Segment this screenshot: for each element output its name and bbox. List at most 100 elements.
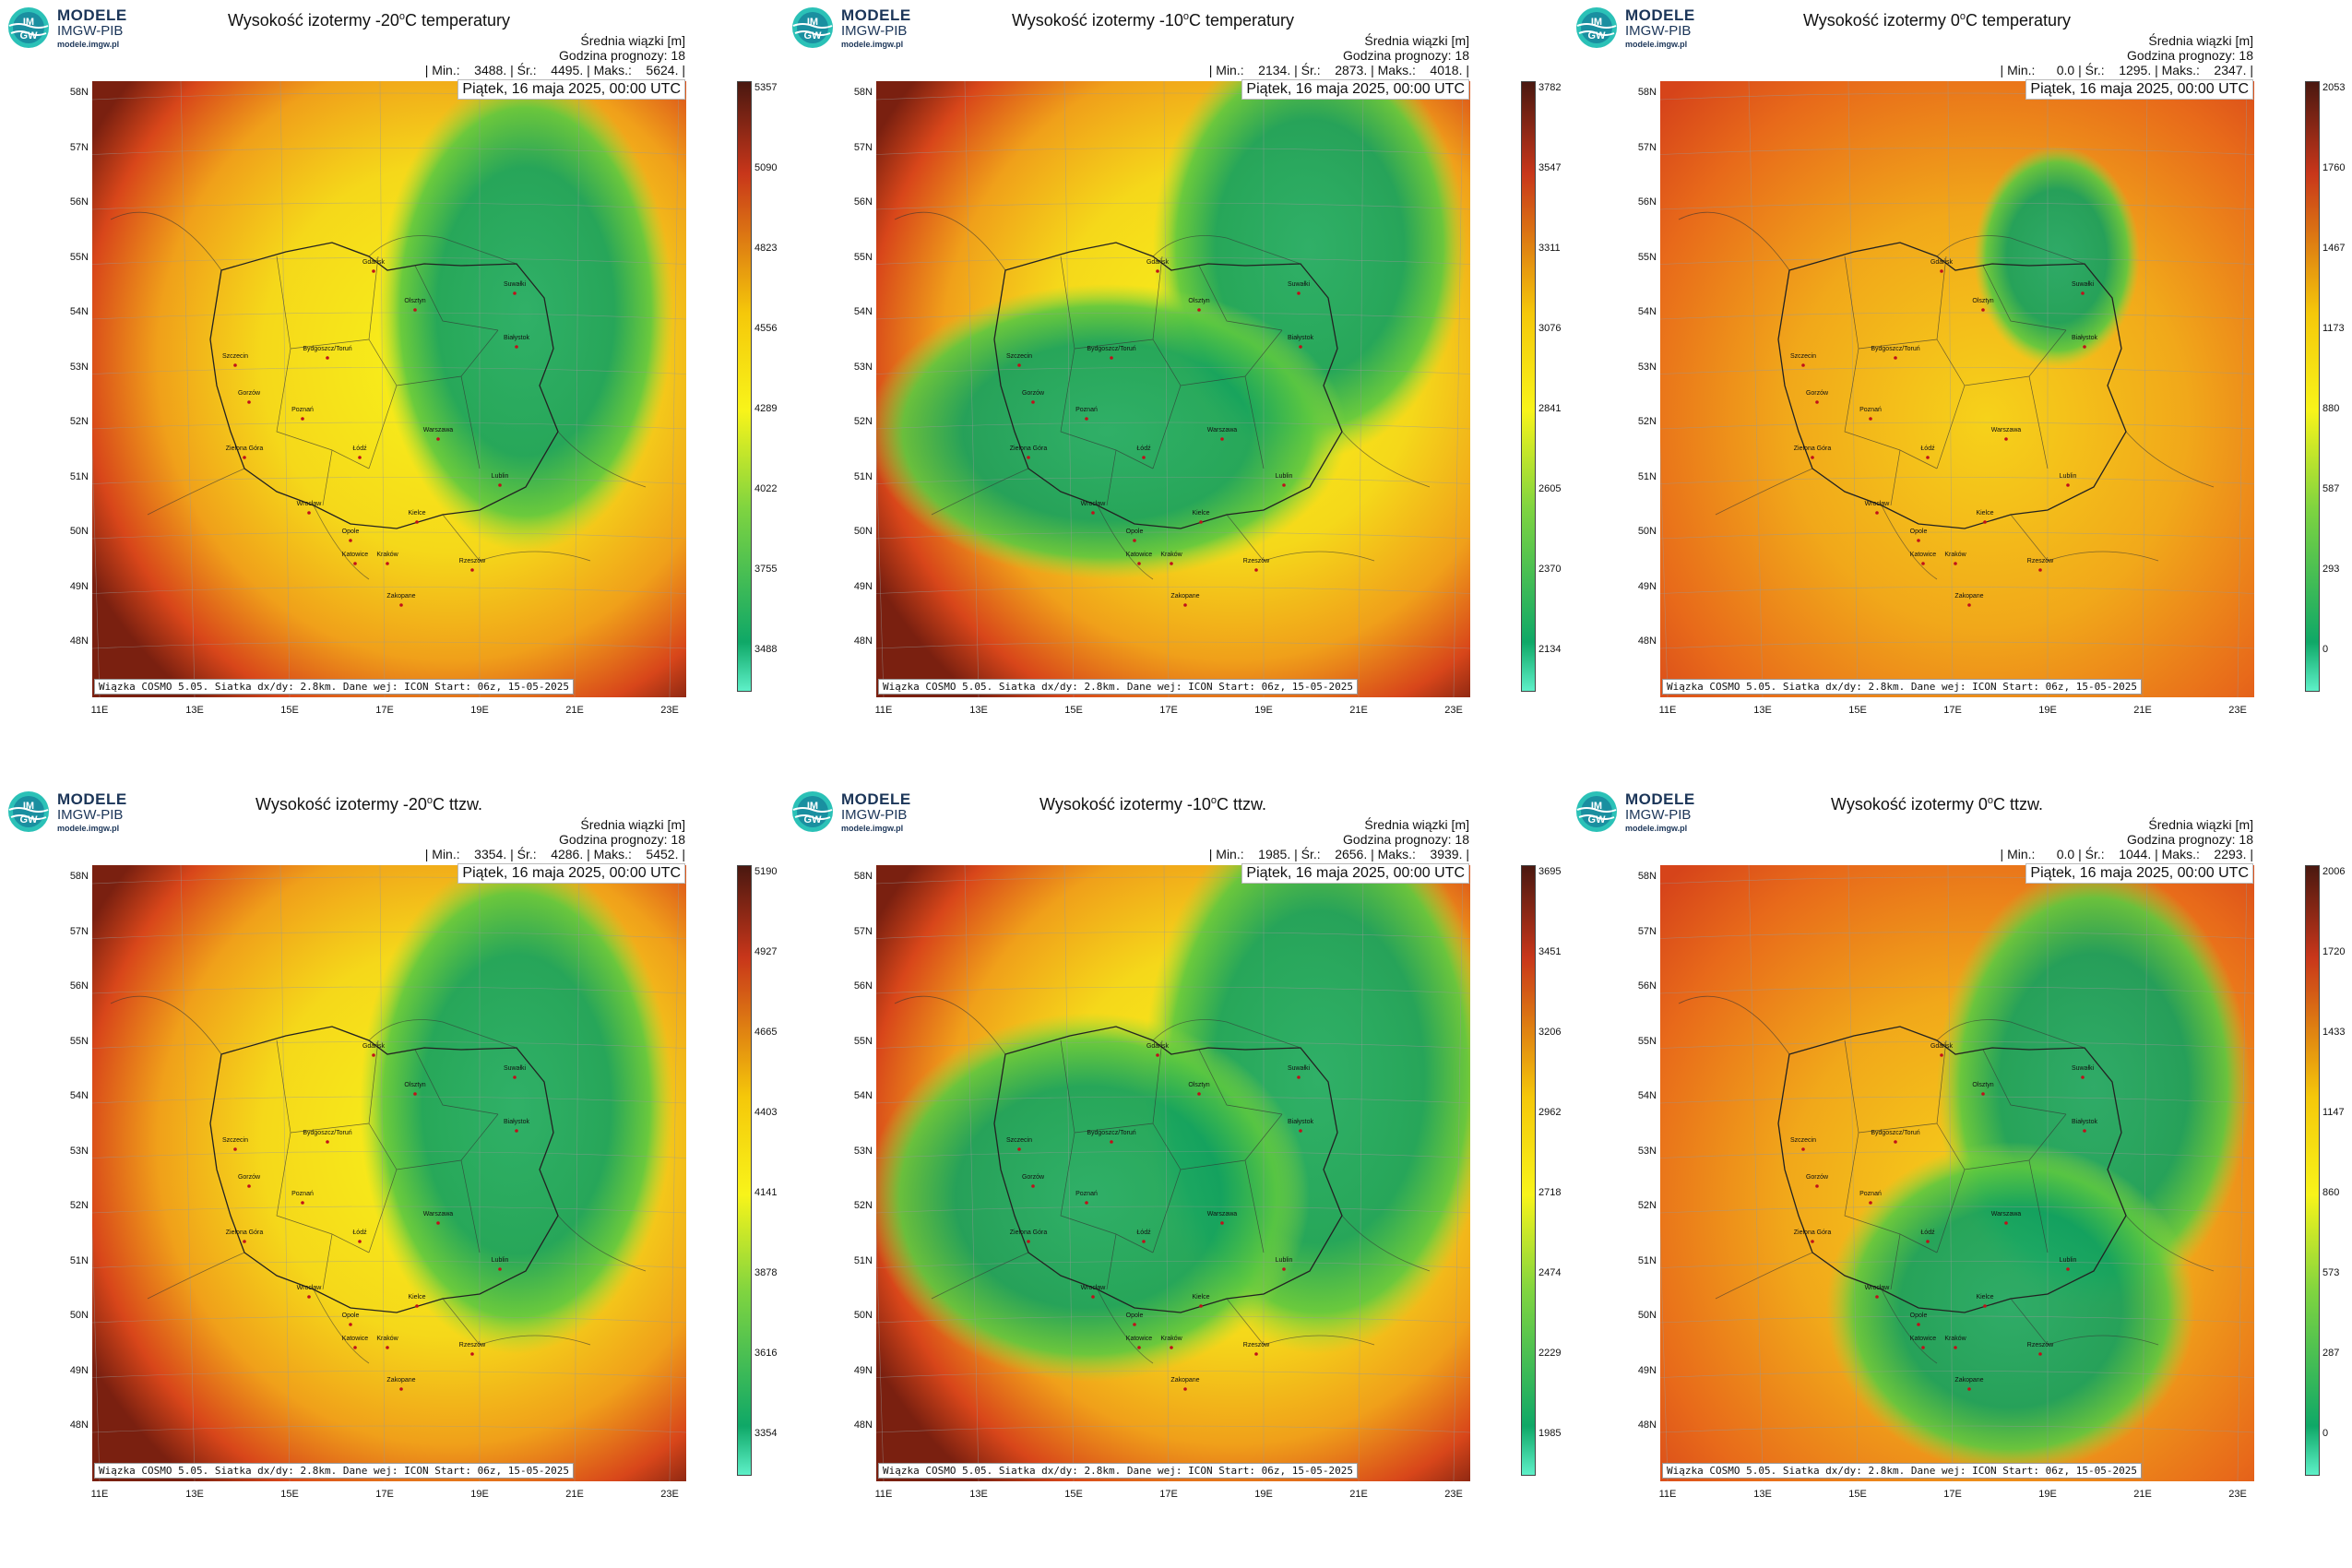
colorbar bbox=[1521, 865, 1536, 1476]
city-marker bbox=[1894, 356, 1897, 360]
lon-label: 15E bbox=[1064, 705, 1083, 716]
city-marker bbox=[1031, 400, 1035, 404]
city-marker bbox=[1299, 345, 1302, 349]
city-marker bbox=[2066, 1267, 2070, 1271]
city-label: Warszawa bbox=[423, 427, 454, 434]
colorbar-label: 2053 bbox=[2322, 82, 2346, 93]
lon-label: 17E bbox=[1159, 1489, 1178, 1500]
city-label: Olsztyn bbox=[404, 1082, 425, 1088]
lat-label: 56N bbox=[853, 980, 873, 992]
city-label: Katowice bbox=[1126, 552, 1153, 558]
lon-label: 19E bbox=[470, 1489, 489, 1500]
lon-label: 19E bbox=[2038, 1489, 2057, 1500]
lon-label: 15E bbox=[1064, 1489, 1083, 1500]
city-marker bbox=[1091, 1295, 1095, 1299]
logo-gw: GW bbox=[804, 814, 823, 826]
lat-label: 49N bbox=[1637, 580, 1657, 592]
city-label: Wrocław bbox=[1865, 501, 1891, 507]
lat-label: 57N bbox=[69, 141, 89, 153]
city-marker bbox=[1967, 1387, 1971, 1391]
city-label: Wrocław bbox=[1865, 1285, 1891, 1291]
colorbar-label: 2134 bbox=[1538, 644, 1562, 655]
city-marker bbox=[1815, 1184, 1819, 1188]
city-label: Gdańsk bbox=[1930, 1043, 1954, 1050]
colorbar-label: 3782 bbox=[1538, 82, 1562, 93]
lat-label: 52N bbox=[853, 1200, 873, 1211]
city-marker bbox=[413, 1092, 417, 1096]
lon-label: 15E bbox=[280, 705, 299, 716]
lat-label: 48N bbox=[69, 636, 89, 647]
logo-gw: GW bbox=[1588, 814, 1607, 826]
lat-label: 51N bbox=[69, 470, 89, 482]
colorbar-label: 3206 bbox=[1538, 1027, 1562, 1038]
lat-label: 56N bbox=[69, 196, 89, 208]
forecast-hour: Godzina prognozy: 18 bbox=[1343, 832, 1469, 847]
city-label: Gdańsk bbox=[1930, 259, 1954, 266]
logo-line2: IMGW-PIB bbox=[57, 807, 124, 823]
city-label: Białystok bbox=[2072, 335, 2098, 341]
logo-im: IM bbox=[23, 801, 34, 812]
lat-label: 52N bbox=[1637, 416, 1657, 427]
panel-title: Wysokość izotermy -10oC ttzw. bbox=[1039, 795, 1267, 814]
city-label: Kielce bbox=[1976, 1294, 1993, 1301]
city-label: Kraków bbox=[1944, 1336, 1966, 1342]
lon-label: 23E bbox=[1444, 705, 1463, 716]
stats-line: | Min.: 2134. | Śr.: 2873. | Maks.: 4018… bbox=[1208, 63, 1469, 77]
colorbar-label: 3695 bbox=[1538, 866, 1562, 877]
map-area: Gdańsk Olsztyn Suwałki Białystok Szczecin Byd… bbox=[1648, 864, 2255, 1482]
lat-label: 49N bbox=[853, 580, 873, 592]
city-marker bbox=[436, 437, 440, 441]
city-label: Rzeszów bbox=[459, 1342, 486, 1348]
city-label: Kraków bbox=[376, 552, 398, 558]
city-marker bbox=[1983, 1304, 1987, 1308]
lat-label: 51N bbox=[853, 1254, 873, 1266]
colorbar-label: 1467 bbox=[2322, 243, 2346, 254]
colorbar-label: 1985 bbox=[1538, 1428, 1562, 1439]
lon-label: 17E bbox=[375, 1489, 394, 1500]
lon-label: 17E bbox=[375, 705, 394, 716]
model-footer: Wiązka COSMO 5.05. Siatka dx/dy: 2.8km. … bbox=[94, 679, 574, 695]
city-label: Suwałki bbox=[2072, 281, 2095, 288]
forecast-panel-2: IM GW MODELE IMGW-PIB modele.imgw.pl Wys… bbox=[784, 0, 1568, 784]
city-label: Białystok bbox=[1288, 1119, 1314, 1125]
logo-gw: GW bbox=[1588, 30, 1607, 42]
logo-url: modele.imgw.pl bbox=[1625, 824, 1688, 833]
lat-label: 50N bbox=[1637, 1310, 1657, 1321]
city-label: Bydgoszcz/Toruń bbox=[1871, 1130, 1919, 1136]
map-svg: Gdańsk Olsztyn Suwałki Białystok Szczecin Byd… bbox=[1648, 80, 2255, 698]
city-label: Gorzów bbox=[238, 390, 261, 397]
colorbar-label: 4823 bbox=[754, 243, 778, 254]
city-label: Łódź bbox=[1920, 445, 1935, 452]
city-label: Kraków bbox=[376, 1336, 398, 1342]
city-label: Wrocław bbox=[297, 1285, 323, 1291]
city-label: Łódź bbox=[1136, 445, 1151, 452]
city-label: Warszawa bbox=[1991, 427, 2022, 434]
colorbar-label: 880 bbox=[2322, 403, 2340, 414]
stats-line: | Min.: 3488. | Śr.: 4495. | Maks.: 5624… bbox=[424, 63, 685, 77]
panel-title: Wysokość izotermy 0oC temperatury bbox=[1802, 11, 2072, 30]
colorbar-label: 1720 bbox=[2322, 946, 2346, 957]
lon-label: 21E bbox=[565, 1489, 584, 1500]
logo-line1: MODELE bbox=[57, 790, 127, 808]
lat-label: 57N bbox=[1637, 925, 1657, 937]
lon-label: 15E bbox=[1848, 705, 1867, 716]
lon-label: 13E bbox=[185, 705, 204, 716]
city-marker bbox=[2081, 291, 2085, 295]
city-marker bbox=[1170, 1346, 1173, 1349]
city-marker bbox=[415, 520, 419, 524]
city-label: Gdańsk bbox=[362, 1043, 386, 1050]
city-label: Bydgoszcz/Toruń bbox=[1087, 1130, 1135, 1136]
logo-gw: GW bbox=[804, 30, 823, 42]
city-label: Suwałki bbox=[1288, 281, 1311, 288]
city-marker bbox=[1197, 1092, 1201, 1096]
model-footer: Wiązka COSMO 5.05. Siatka dx/dy: 2.8km. … bbox=[94, 1463, 574, 1479]
city-marker bbox=[1183, 603, 1187, 607]
city-label: Wrocław bbox=[1081, 501, 1107, 507]
city-marker bbox=[307, 511, 311, 515]
city-marker bbox=[372, 269, 375, 273]
city-label: Olsztyn bbox=[1972, 1082, 1993, 1088]
city-marker bbox=[436, 1221, 440, 1225]
lat-label: 53N bbox=[1637, 361, 1657, 373]
city-marker bbox=[1220, 437, 1224, 441]
logo-line1: MODELE bbox=[1625, 790, 1695, 808]
